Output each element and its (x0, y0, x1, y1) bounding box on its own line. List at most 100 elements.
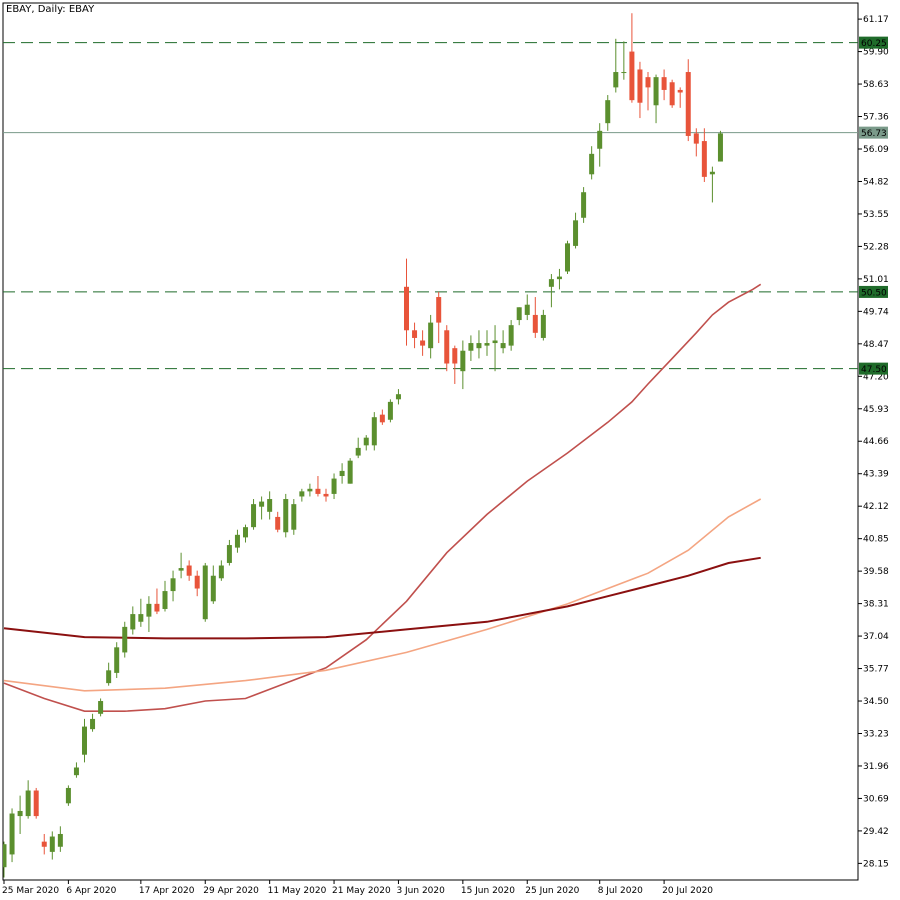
candle (701, 128, 707, 182)
current-price-label-box (859, 126, 888, 139)
candle (565, 240, 570, 275)
y-tick-label: 30.69 (863, 794, 889, 804)
candle-body (508, 325, 514, 346)
candle (226, 539, 232, 566)
candle-body (82, 726, 87, 755)
candle-body (226, 545, 232, 563)
candle-body (412, 330, 418, 338)
candle (387, 399, 393, 423)
candle (661, 69, 667, 101)
candle (106, 662, 112, 686)
candle-body (436, 297, 442, 323)
candle (65, 785, 71, 806)
candle-body (669, 82, 675, 106)
candle-body (428, 322, 434, 349)
candle-body (500, 343, 506, 349)
candle-body (41, 841, 47, 847)
candle-body (234, 534, 240, 548)
candle-body (717, 133, 723, 162)
candle-body (701, 141, 707, 177)
candle (347, 458, 353, 484)
y-tick-label: 61.17 (863, 15, 889, 25)
candle (33, 787, 39, 819)
candle (323, 488, 329, 502)
plot-area (2, 2, 859, 881)
candle-body (170, 578, 176, 592)
y-tick-label: 51.01 (863, 275, 889, 285)
candle-body (57, 833, 63, 847)
candle (339, 463, 345, 484)
candle-body (597, 130, 603, 149)
candle (114, 642, 120, 679)
y-tick-label: 40.85 (863, 535, 889, 545)
candle-body (307, 488, 313, 492)
level-label: 50.50 (861, 288, 887, 298)
candle-body (299, 491, 305, 497)
y-tick-label: 33.23 (863, 729, 889, 739)
candle-body (589, 153, 595, 175)
candle-body (275, 516, 281, 530)
x-tick-label: 11 May 2020 (268, 886, 327, 896)
candle (420, 330, 426, 356)
candle-body (154, 603, 160, 612)
candle-body (130, 614, 136, 630)
moving-average-line (3, 556, 761, 640)
candle (484, 330, 490, 356)
candle-body (685, 72, 691, 136)
candle (41, 833, 47, 855)
candle-body (379, 414, 385, 423)
candle-body (194, 575, 200, 589)
candle-body (645, 77, 651, 88)
candle (516, 307, 522, 326)
candle-body (556, 276, 562, 280)
level-label-box (859, 362, 888, 375)
candle-body (387, 401, 393, 420)
candle-body (492, 340, 498, 344)
candle (138, 598, 144, 627)
candle (243, 524, 248, 543)
moving-average-line (3, 283, 762, 712)
candle-body (186, 565, 192, 576)
candle (275, 511, 281, 533)
candle-body (355, 447, 361, 456)
candle-body (106, 670, 112, 684)
candle-body (138, 614, 144, 622)
y-tick-label: 56.09 (863, 145, 889, 155)
candle-body (90, 718, 96, 730)
candle (436, 291, 442, 344)
candle-body (122, 626, 128, 653)
candle (629, 13, 635, 103)
candle-body (363, 437, 369, 446)
y-tick-label: 47.20 (863, 372, 889, 382)
candle (404, 258, 409, 346)
x-tick-label: 17 Apr 2020 (139, 886, 195, 896)
candle-body (315, 488, 321, 494)
candle (210, 565, 216, 604)
candle (428, 314, 434, 359)
candle-body (653, 77, 659, 106)
candle (251, 499, 257, 530)
candle-body (621, 72, 627, 74)
candle (717, 130, 723, 162)
candle (307, 483, 313, 497)
candle (613, 38, 619, 93)
candle-body (452, 348, 458, 364)
candle-body (524, 304, 530, 315)
candle (186, 560, 192, 581)
y-tick-label: 31.96 (863, 762, 889, 772)
candle (3, 841, 7, 878)
y-tick-label: 59.90 (863, 48, 889, 58)
y-tick-label: 34.50 (863, 697, 889, 707)
candle-body (114, 647, 120, 673)
candle (379, 409, 385, 425)
candle-body (65, 787, 71, 804)
candle-body (267, 499, 273, 512)
x-tick-label: 15 Jun 2020 (461, 886, 515, 896)
candle (178, 552, 184, 579)
candle (259, 496, 265, 520)
x-tick-label: 25 Jun 2020 (525, 886, 579, 896)
candle (476, 330, 482, 359)
time-axis: 25 Mar 2020 6 Apr 2020 17 Apr 2020 29 Apr 2… (2, 880, 713, 896)
level-label-box (859, 285, 888, 298)
